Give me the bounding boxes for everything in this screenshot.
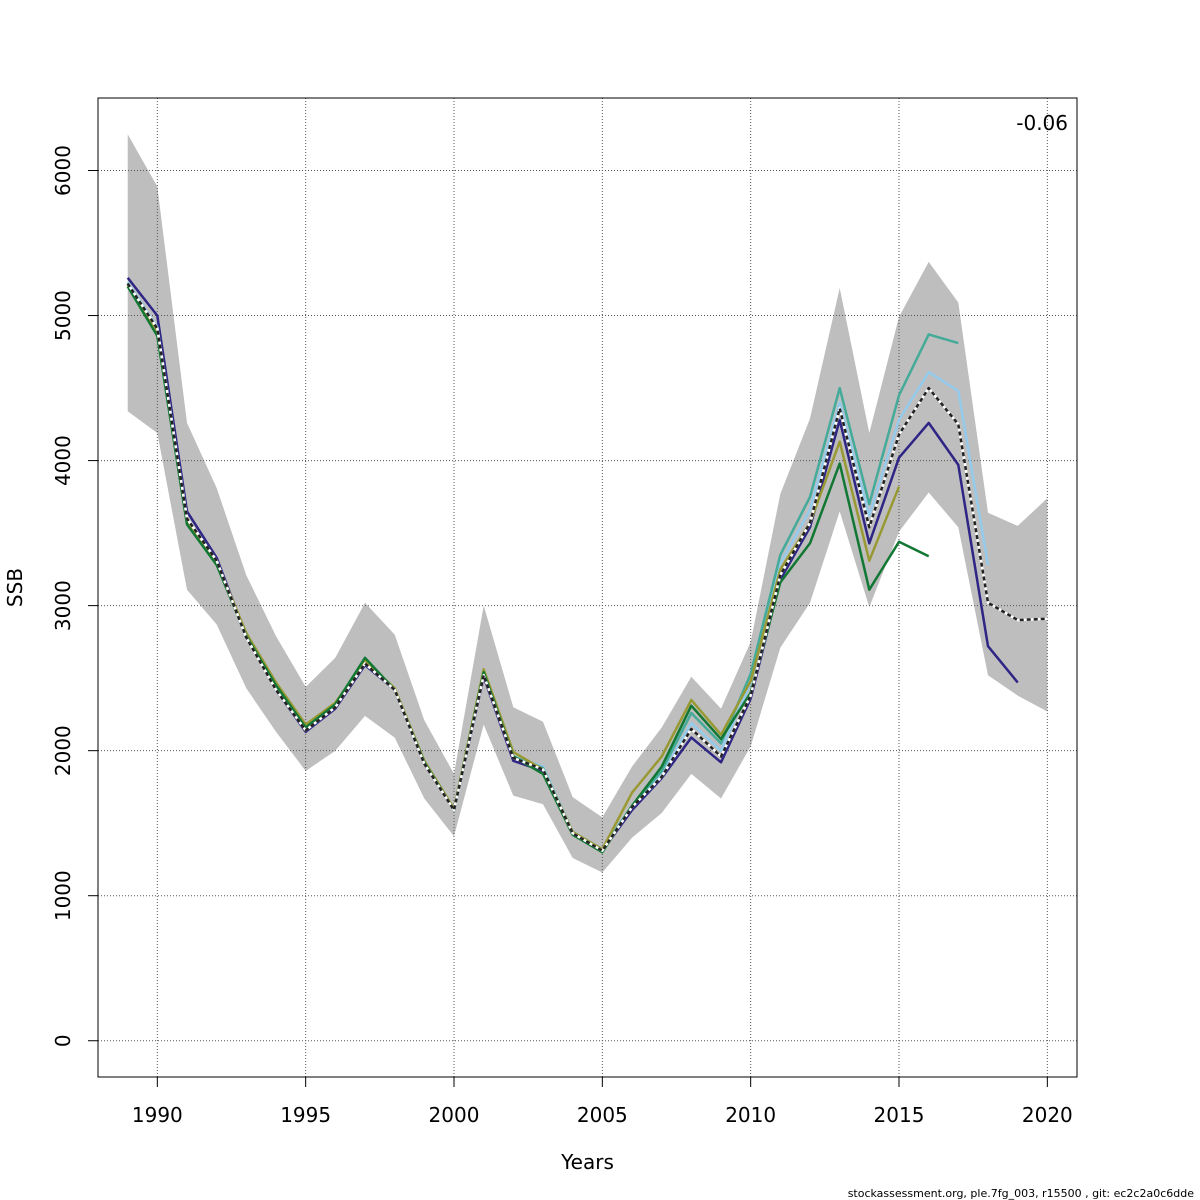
x-axis-title: Years xyxy=(560,1150,614,1174)
series-layer xyxy=(126,277,1048,854)
x-tick-label: 2000 xyxy=(429,1103,480,1127)
y-tick-label: 4000 xyxy=(51,435,75,486)
x-tick-label: 1995 xyxy=(280,1103,331,1127)
reference-series-line xyxy=(126,282,1048,852)
footer-credit: stockassessment.org, ple.7fg_003, r15500… xyxy=(848,1187,1195,1200)
series-line-4 xyxy=(126,284,901,851)
y-tick-label: 1000 xyxy=(51,870,75,921)
x-tick-label: 2010 xyxy=(725,1103,776,1127)
plot-frame xyxy=(97,97,1078,1078)
series-line-5 xyxy=(126,285,930,854)
corner-annotation: -0.06 xyxy=(1016,111,1068,135)
y-tick-label: 3000 xyxy=(51,580,75,631)
x-tick-label: 1990 xyxy=(132,1103,183,1127)
grid-layer xyxy=(98,98,1077,1077)
y-tick-label: 2000 xyxy=(51,725,75,776)
x-tick-label: 2005 xyxy=(577,1103,628,1127)
axis-layer: 1990 1995 2000 2005 2010 2015 2020 0 1000 2000 300… xyxy=(51,145,1073,1127)
x-tick-label: 2015 xyxy=(874,1103,925,1127)
y-tick-label: 5000 xyxy=(51,290,75,341)
confidence-band xyxy=(127,134,1048,873)
y-tick-label: 6000 xyxy=(51,145,75,196)
y-tick-label: 0 xyxy=(51,1034,75,1047)
x-tick-label: 2020 xyxy=(1022,1103,1073,1127)
confidence-band-layer xyxy=(127,134,1048,873)
y-axis-title: SSB xyxy=(3,568,27,607)
